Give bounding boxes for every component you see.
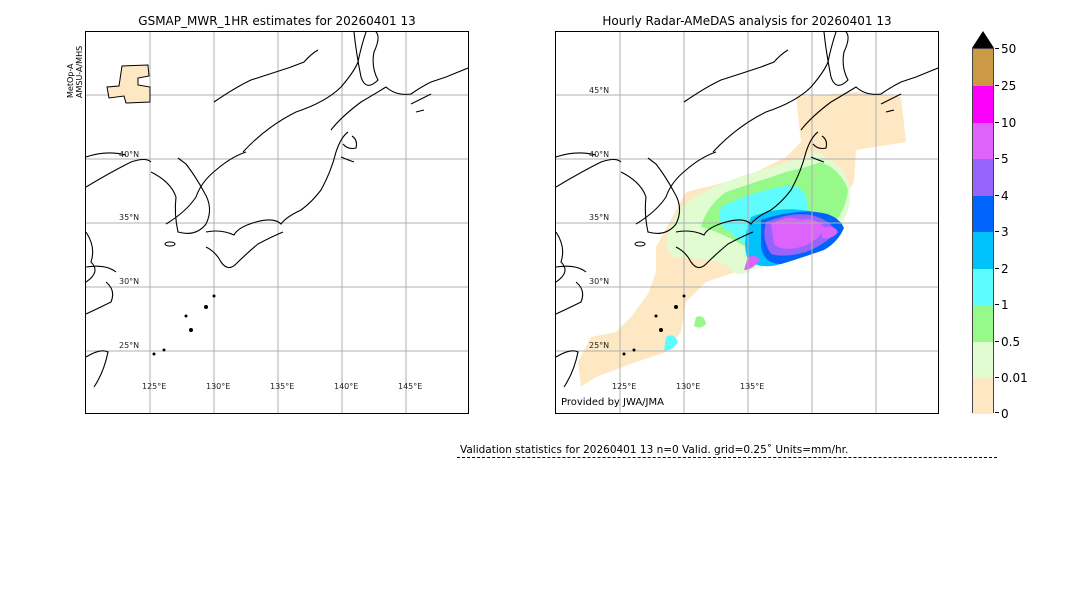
colorbar-seg-2-3 <box>973 232 993 269</box>
colorbar-tick <box>995 341 999 342</box>
coastlines <box>86 32 468 388</box>
right-map-svg <box>556 32 938 413</box>
sensor-label: MetOp-A AMSU-A/MHS <box>66 45 84 98</box>
colorbar-label-2: 2 <box>1001 262 1009 276</box>
colorbar-seg-5-10 <box>973 123 993 159</box>
coastlines <box>556 32 938 388</box>
colorbar-label-0: 0 <box>1001 407 1009 421</box>
graticule <box>556 32 938 413</box>
validation-statistics: Validation statistics for 20260401 13 n=… <box>460 444 849 456</box>
colorbar-tick <box>995 195 999 196</box>
colorbar-seg-10-25 <box>973 86 993 123</box>
colorbar-seg-3-4 <box>973 196 993 232</box>
colorbar-seg-4-5 <box>973 159 993 196</box>
right-lat-label-30: 30°N <box>589 277 610 286</box>
colorbar-seg-0.5-1 <box>973 305 993 342</box>
left-lon-label-125: 125°E <box>142 382 167 391</box>
colorbar-tick <box>995 412 999 413</box>
left-map-title: GSMAP_MWR_1HR estimates for 20260401 13 <box>138 14 416 28</box>
left-lon-label-135: 135°E <box>270 382 295 391</box>
colorbar-label-4: 4 <box>1001 189 1009 203</box>
left-lat-label-35: 35°N <box>119 213 140 222</box>
colorbar-label-1: 1 <box>1001 298 1009 312</box>
right-lat-label-40: 40°N <box>589 150 610 159</box>
colorbar-label-5: 5 <box>1001 152 1009 166</box>
right-map-title: Hourly Radar-AMeDAS analysis for 2026040… <box>602 14 892 28</box>
right-map-panel <box>555 31 939 414</box>
colorbar-extend-triangle <box>972 31 994 48</box>
islands <box>152 294 216 356</box>
colorbar-label-0.5: 0.5 <box>1001 335 1021 349</box>
colorbar-label-10: 10 <box>1001 116 1017 130</box>
left-map-svg <box>86 32 468 413</box>
colorbar-tick <box>995 158 999 159</box>
colorbar-seg-0.01-0.5 <box>973 342 993 378</box>
colorbar-seg-25-50 <box>973 49 993 86</box>
colorbar-label-0.01: 0.01 <box>1001 371 1028 385</box>
colorbar-tick <box>995 48 999 49</box>
right-lat-label-25: 25°N <box>589 341 610 350</box>
colorbar-tick <box>995 304 999 305</box>
colorbar-tick <box>995 122 999 123</box>
left-lat-label-30: 30°N <box>119 277 140 286</box>
left-lat-label-40: 40°N <box>119 150 140 159</box>
precip-patch <box>106 64 151 104</box>
right-lon-label-130: 130°E <box>676 382 701 391</box>
colorbar-tick <box>995 268 999 269</box>
right-lat-label-35: 35°N <box>589 213 610 222</box>
colorbar-label-25: 25 <box>1001 79 1017 93</box>
islands <box>622 294 686 356</box>
left-map-panel <box>85 31 469 414</box>
colorbar-label-3: 3 <box>1001 225 1009 239</box>
left-lon-label-130: 130°E <box>206 382 231 391</box>
left-lat-label-25: 25°N <box>119 341 140 350</box>
right-lon-label-135: 135°E <box>740 382 765 391</box>
right-lat-label-45: 45°N <box>589 86 610 95</box>
colorbar-seg-0-0.01 <box>973 378 993 414</box>
colorbar-tick <box>995 231 999 232</box>
colorbar-tick <box>995 85 999 86</box>
colorbar-tick <box>995 377 999 378</box>
colorbar <box>972 48 994 414</box>
precip-field <box>578 92 906 387</box>
colorbar-label-50: 50 <box>1001 42 1017 56</box>
left-lon-label-140: 140°E <box>334 382 359 391</box>
left-lon-label-145: 145°E <box>398 382 423 391</box>
validation-divider <box>457 457 997 458</box>
colorbar-seg-1-2 <box>973 269 993 305</box>
data-credit: Provided by JWA/JMA <box>561 397 664 408</box>
right-lon-label-125: 125°E <box>612 382 637 391</box>
